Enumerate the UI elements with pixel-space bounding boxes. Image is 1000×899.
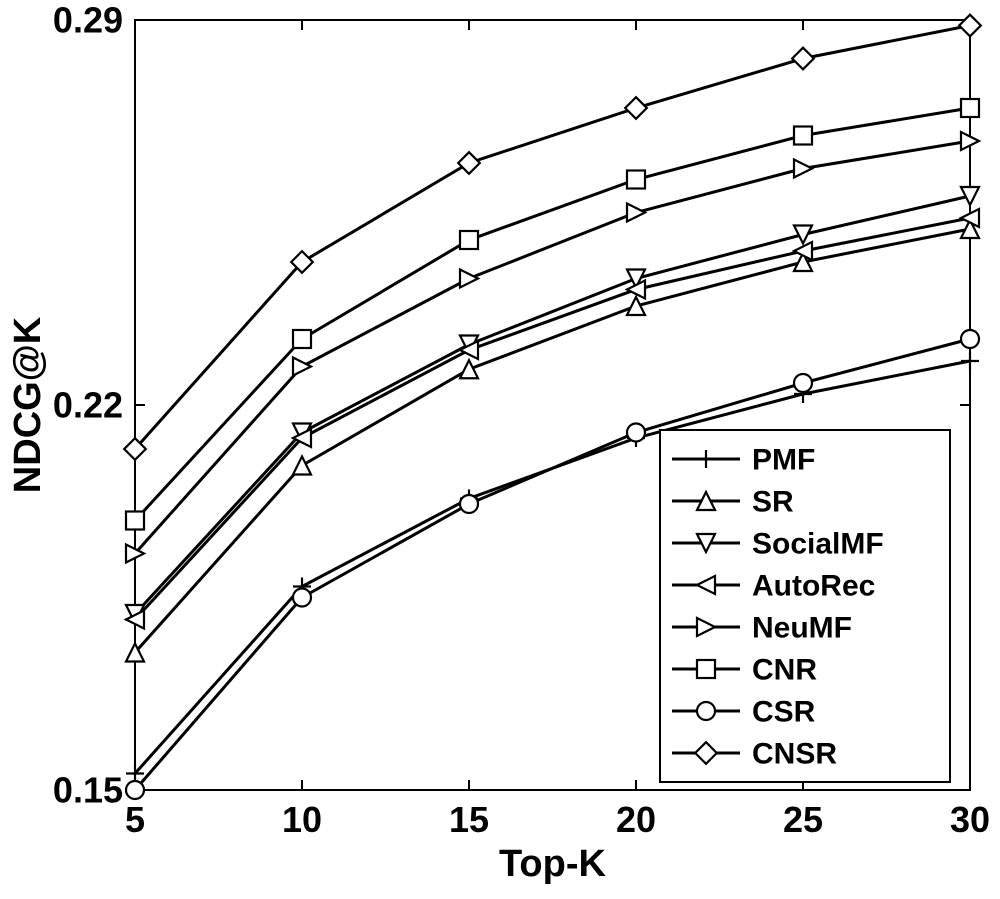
y-axis-label: NDCG@K — [7, 316, 49, 493]
legend-label-socialmf: SocialMF — [752, 528, 884, 561]
legend-box — [660, 430, 950, 782]
legend-label-neumf: NeuMF — [752, 612, 852, 645]
y-tick-label: 0.15 — [53, 770, 123, 811]
y-tick-label: 0.29 — [53, 0, 123, 41]
x-tick-label: 20 — [616, 799, 656, 840]
y-tick-label: 0.22 — [53, 385, 123, 426]
x-tick-label: 5 — [125, 799, 145, 840]
legend-label-csr: CSR — [752, 696, 816, 729]
chart-container: 5 10 15 20 25 30 0.15 0.22 0.29 Top-K NDCG@K PMF SR S… — [0, 0, 1000, 899]
legend-label-pmf: PMF — [752, 444, 815, 477]
legend-label-sr: SR — [752, 486, 794, 519]
x-tick-label: 30 — [950, 799, 990, 840]
line-chart: 5 10 15 20 25 30 0.15 0.22 0.29 Top-K NDCG@K PMF SR S… — [0, 0, 1000, 899]
x-axis-label: Top-K — [499, 843, 606, 885]
x-tick-label: 25 — [783, 799, 823, 840]
legend-label-autorec: AutoRec — [752, 570, 875, 603]
x-tick-label: 15 — [449, 799, 489, 840]
legend-label-cnr: CNR — [752, 654, 817, 687]
legend-label-cnsr: CNSR — [752, 738, 837, 771]
x-tick-label: 10 — [282, 799, 322, 840]
legend: PMF SR SocialMF AutoRec NeuMF CNR CSR CNSR — [660, 430, 950, 782]
